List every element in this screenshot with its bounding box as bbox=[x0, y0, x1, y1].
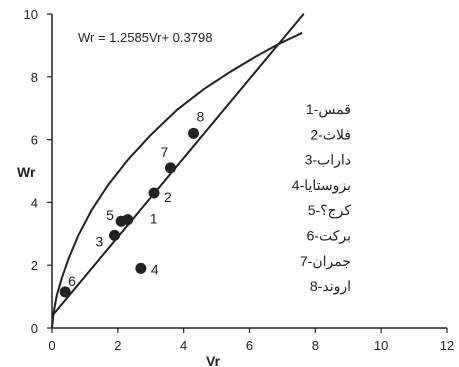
envelope-curve bbox=[51, 31, 303, 329]
x-axis-label: Vr bbox=[206, 353, 221, 367]
data-point-7 bbox=[165, 162, 176, 174]
legend-entry: 3-داراب bbox=[305, 152, 351, 169]
data-point-5 bbox=[115, 215, 127, 227]
x-tick-label: 2 bbox=[114, 338, 121, 353]
x-tick-label: 8 bbox=[312, 338, 319, 353]
x-tick-label: 6 bbox=[246, 338, 253, 353]
y-tick-label: 4 bbox=[31, 195, 38, 210]
y-tick-label: 0 bbox=[31, 321, 38, 336]
x-tick-label: 12 bbox=[440, 338, 454, 353]
data-points: 12 3 4 5 6 7 8 bbox=[59, 108, 205, 298]
x-tick-label: 10 bbox=[374, 338, 388, 353]
regression-line bbox=[51, 13, 305, 317]
y-tick-label: 2 bbox=[31, 258, 38, 273]
legend-entry: 8-اروند bbox=[310, 278, 351, 295]
data-point-2 bbox=[148, 187, 160, 199]
legend-entry: 1-قمس bbox=[306, 101, 351, 118]
x-tick-label: 4 bbox=[180, 338, 187, 353]
legend: 1-قمس 2-فلاث 3-داراب 4-بزوستایا 5-کرج؟ 6-برکت… bbox=[292, 101, 352, 295]
legend-entry: 2-فلاث bbox=[310, 126, 351, 142]
y-axis-label: Wr bbox=[17, 164, 36, 180]
legend-entry: 5-کرج؟ bbox=[308, 202, 352, 219]
point-label-8: 8 bbox=[197, 108, 205, 124]
point-label-3: 3 bbox=[96, 233, 104, 249]
legend-entry: 4-بزوستایا bbox=[292, 177, 351, 194]
fit-equation: Wr = 1.2585Vr+ 0.3798 bbox=[78, 30, 212, 45]
point-label-1: 1 bbox=[150, 211, 158, 227]
y-tick-label: 6 bbox=[31, 133, 38, 148]
data-point-3 bbox=[109, 229, 121, 241]
point-label-6: 6 bbox=[68, 273, 76, 289]
y-tick-label: 10 bbox=[24, 7, 38, 22]
x-tick-label: 0 bbox=[48, 338, 55, 353]
tick-marks bbox=[47, 13, 448, 333]
legend-entry: 6-برکت bbox=[307, 228, 352, 245]
y-tick-label: 8 bbox=[31, 70, 38, 85]
point-label-7: 7 bbox=[161, 144, 169, 160]
data-point-6 bbox=[59, 286, 71, 298]
data-point-4 bbox=[135, 262, 147, 274]
data-point-8 bbox=[188, 127, 200, 139]
point-label-2: 2 bbox=[164, 189, 172, 205]
point-label-4: 4 bbox=[151, 261, 159, 277]
legend-entry: 7-جمران bbox=[300, 253, 351, 270]
point-label-5: 5 bbox=[106, 207, 114, 223]
